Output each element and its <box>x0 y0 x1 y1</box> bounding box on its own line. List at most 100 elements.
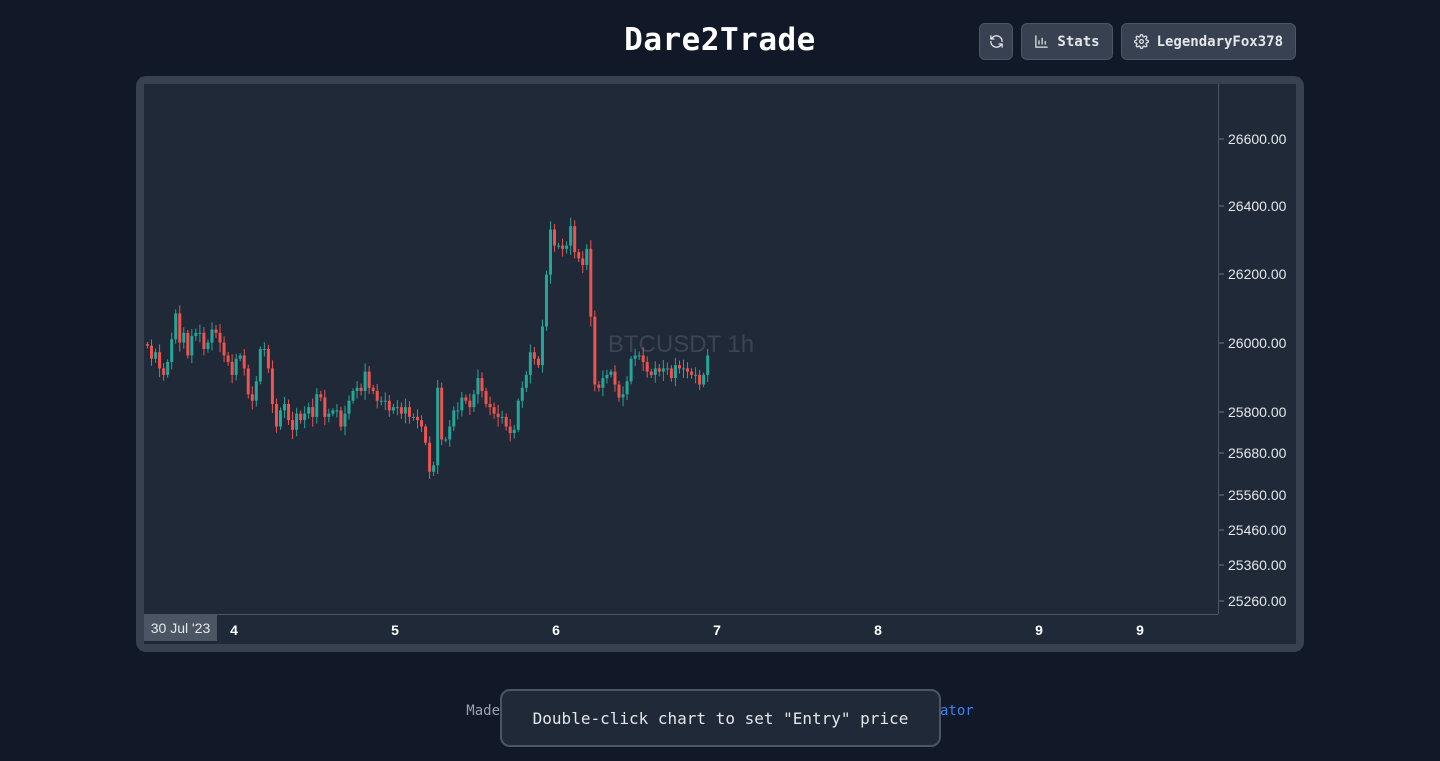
time-tick-label: 5 <box>391 622 399 638</box>
candle-up <box>170 339 174 362</box>
candle-down <box>645 361 649 372</box>
time-tick-label: 9 <box>1035 622 1043 638</box>
candle-up <box>460 397 464 411</box>
candle-up <box>549 229 552 275</box>
candle-up <box>190 336 194 356</box>
user-settings-button[interactable]: LegendaryFox378 <box>1120 23 1296 60</box>
candle-down <box>613 371 617 385</box>
candle-up <box>411 416 415 418</box>
candle-up <box>557 245 561 247</box>
candle-up <box>182 332 186 343</box>
candle-up <box>262 349 266 350</box>
candle-up <box>565 245 569 249</box>
candle-up <box>206 342 210 349</box>
candle-down <box>492 407 496 414</box>
gear-icon <box>1133 34 1149 49</box>
candle-up <box>621 394 625 398</box>
toolbar: Stats LegendaryFox378 <box>979 23 1296 60</box>
stats-button[interactable]: Stats <box>1021 23 1113 60</box>
candle-down <box>480 378 484 392</box>
candle-down <box>440 387 444 440</box>
candle-down <box>323 397 327 417</box>
candle-up <box>210 329 214 343</box>
candle-up <box>452 410 456 427</box>
candle-down <box>677 365 681 369</box>
candle-up <box>448 426 452 440</box>
candle-up <box>544 274 548 327</box>
candle-down <box>698 374 702 385</box>
candle-up <box>254 381 258 401</box>
candle-up <box>694 374 698 376</box>
candle-down <box>250 394 254 401</box>
candle-up <box>516 400 520 430</box>
candle-up <box>278 410 282 427</box>
candle-up <box>706 355 710 375</box>
candle-up <box>540 326 544 366</box>
price-chart[interactable]: BTCUSDT 1h 26600.00 26400.00 26200.00 26000… <box>144 84 1296 644</box>
price-tick-label: 25460.00 <box>1228 522 1287 538</box>
toast-message: Double-click chart to set "Entry" price <box>532 708 909 728</box>
candle-down <box>146 344 149 346</box>
candle-up <box>528 352 532 375</box>
candle-up <box>665 368 669 370</box>
candlestick-chart[interactable]: BTCUSDT 1h 26600.00 26400.00 26200.00 26000… <box>144 84 1296 644</box>
candle-up <box>391 407 395 411</box>
candle-down <box>242 355 246 369</box>
candle-down <box>577 252 581 259</box>
candle-up <box>379 400 383 402</box>
price-tick-label: 25680.00 <box>1228 445 1287 461</box>
candle-up <box>476 378 480 395</box>
candle-down <box>222 342 226 356</box>
time-axis: 4 5 6 7 8 9 9 <box>230 622 1144 638</box>
candle-down <box>686 368 690 372</box>
refresh-button[interactable] <box>979 23 1014 60</box>
candle-down <box>561 245 565 249</box>
footer: Made ator <box>0 703 1440 719</box>
candle-up <box>198 332 202 334</box>
price-tick-label: 26400.00 <box>1228 198 1287 214</box>
toast-notification: Double-click chart to set "Entry" price <box>500 689 941 747</box>
candle-down <box>375 391 379 401</box>
price-tick-label: 25560.00 <box>1228 487 1287 503</box>
candle-up <box>436 387 440 466</box>
candle-down <box>230 361 234 375</box>
chart-frame: BTCUSDT 1h 26600.00 26400.00 26200.00 26000… <box>136 76 1304 652</box>
candle-up <box>512 429 516 434</box>
price-tick-label: 26200.00 <box>1228 266 1287 282</box>
candle-up <box>432 465 436 472</box>
time-tick-label: 9 <box>1136 622 1144 638</box>
candle-up <box>383 400 387 402</box>
time-tick-label: 6 <box>552 622 560 638</box>
candle-down <box>496 413 500 417</box>
candle-up <box>520 387 524 401</box>
candle-down <box>270 368 274 404</box>
candle-down <box>617 384 621 398</box>
candle-up <box>363 371 367 392</box>
candle-up <box>625 381 629 395</box>
candle-down <box>508 426 512 434</box>
candle-down <box>553 229 557 246</box>
chart-watermark: BTCUSDT 1h <box>608 331 754 358</box>
price-tick-label: 25800.00 <box>1228 404 1287 420</box>
candle-down <box>387 400 391 411</box>
candle-up <box>456 410 460 412</box>
candle-down <box>589 248 593 317</box>
candle-up <box>166 361 170 375</box>
app-title: Dare2Trade <box>624 22 816 58</box>
candle-up <box>347 400 351 414</box>
footer-link[interactable]: ator <box>940 703 974 719</box>
candle-down <box>399 407 403 414</box>
time-tick-label: 4 <box>230 622 238 638</box>
candle-up <box>609 371 613 375</box>
candle-down <box>218 332 222 343</box>
time-tick-label: 7 <box>713 622 721 638</box>
candle-down <box>593 316 597 385</box>
candle-up <box>234 358 238 375</box>
candle-down <box>367 371 371 388</box>
candle-down <box>246 368 250 395</box>
candle-down <box>339 410 343 427</box>
candle-down <box>162 368 166 375</box>
price-tick-label: 25260.00 <box>1228 593 1287 609</box>
candle-up <box>315 394 319 417</box>
price-tick-label: 26600.00 <box>1228 131 1287 147</box>
